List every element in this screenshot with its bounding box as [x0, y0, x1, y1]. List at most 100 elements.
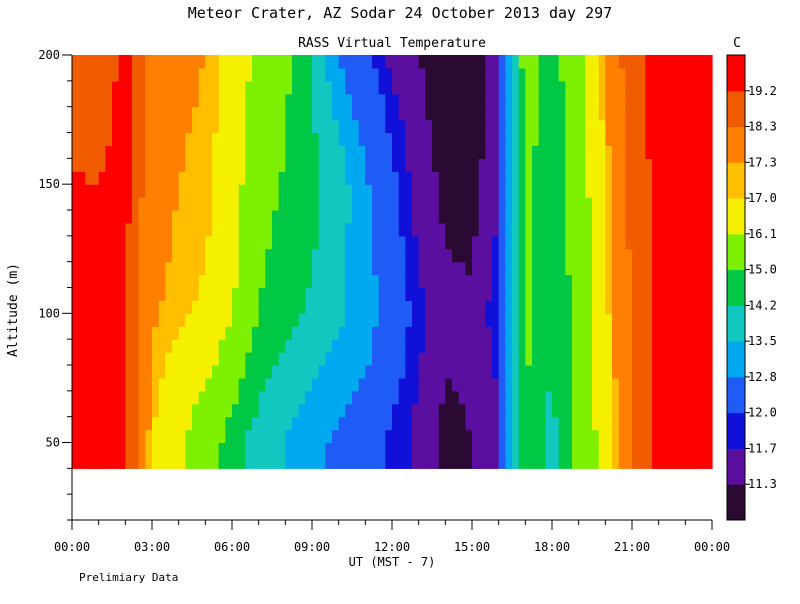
heatmap-cell: [118, 416, 126, 431]
heatmap-cell: [132, 80, 140, 95]
heatmap-cell: [412, 248, 420, 263]
heatmap-cell: [192, 455, 200, 469]
heatmap-cell: [185, 274, 193, 289]
heatmap-cell: [245, 132, 253, 147]
heatmap-cell: [212, 416, 220, 431]
heatmap-cell: [632, 403, 640, 418]
heatmap-cell: [438, 80, 446, 95]
heatmap-cell: [665, 235, 673, 250]
heatmap-cell: [618, 442, 626, 457]
heatmap-cell: [638, 455, 646, 469]
heatmap-cell: [258, 455, 266, 469]
heatmap-cell: [165, 429, 173, 444]
heatmap-cell: [345, 171, 353, 185]
heatmap-cell: [705, 171, 713, 185]
heatmap-cell: [632, 197, 640, 211]
heatmap-cell: [272, 67, 280, 82]
heatmap-cell: [158, 339, 166, 353]
heatmap-cell: [178, 80, 186, 95]
heatmap-cell: [85, 132, 93, 147]
heatmap-cell: [118, 158, 126, 172]
heatmap-cell: [705, 365, 713, 379]
heatmap-cell: [252, 67, 260, 82]
heatmap-cell: [672, 93, 680, 108]
heatmap-cell: [258, 67, 266, 82]
heatmap-cell: [618, 416, 626, 431]
heatmap-cell: [198, 171, 206, 185]
heatmap-cell: [705, 106, 713, 121]
heatmap-cell: [285, 261, 293, 276]
heatmap-cell: [505, 442, 513, 457]
heatmap-cell: [512, 403, 520, 418]
heatmap-cell: [318, 184, 326, 198]
heatmap-cell: [332, 365, 340, 379]
heatmap-cell: [218, 55, 226, 69]
heatmap-cell: [412, 274, 420, 289]
heatmap-cell: [265, 171, 273, 185]
heatmap-cell: [545, 377, 553, 392]
heatmap-cell: [378, 171, 386, 185]
heatmap-cell: [445, 339, 453, 353]
heatmap-cell: [545, 403, 553, 418]
heatmap-cell: [158, 55, 166, 69]
heatmap-cell: [325, 119, 333, 134]
heatmap-cell: [565, 222, 573, 237]
heatmap-cell: [92, 222, 100, 237]
heatmap-cell: [618, 313, 626, 327]
colorbar-swatch: [727, 376, 745, 414]
heatmap-cell: [192, 67, 200, 82]
heatmap-cell: [165, 377, 173, 392]
heatmap-cell: [78, 67, 86, 82]
colorbar-swatch: [727, 233, 745, 271]
heatmap-cell: [218, 67, 226, 82]
heatmap-cell: [485, 184, 493, 198]
heatmap-cell: [478, 274, 486, 289]
heatmap-cell: [165, 67, 173, 82]
heatmap-cell: [418, 287, 426, 302]
heatmap-cell: [638, 145, 646, 159]
heatmap-cell: [438, 442, 446, 457]
heatmap-cell: [685, 222, 693, 237]
heatmap-cell: [272, 287, 280, 302]
heatmap-cell: [345, 377, 353, 392]
heatmap-cell: [152, 313, 160, 327]
heatmap-cell: [698, 93, 706, 108]
heatmap-cell: [518, 287, 526, 302]
heatmap-cell: [485, 365, 493, 379]
heatmap-cell: [585, 248, 593, 263]
heatmap-cell: [632, 390, 640, 405]
heatmap-cell: [438, 197, 446, 211]
heatmap-cell: [238, 145, 246, 159]
heatmap-cell: [332, 274, 340, 289]
heatmap-cell: [572, 274, 580, 289]
heatmap-cell: [672, 274, 680, 289]
heatmap-cell: [585, 235, 593, 250]
heatmap-cell: [238, 171, 246, 185]
heatmap-cell: [185, 365, 193, 379]
heatmap-cell: [592, 210, 600, 224]
heatmap-cell: [312, 390, 320, 405]
heatmap-cell: [698, 171, 706, 185]
heatmap-cell: [578, 55, 586, 69]
heatmap-cell: [632, 80, 640, 95]
heatmap-cell: [472, 377, 480, 392]
heatmap-cell: [272, 55, 280, 69]
heatmap-cell: [332, 403, 340, 418]
heatmap-cell: [298, 300, 306, 314]
heatmap-cell: [492, 132, 500, 147]
heatmap-cell: [332, 287, 340, 302]
heatmap-cell: [372, 197, 380, 211]
heatmap-cell: [298, 106, 306, 121]
heatmap-cell: [138, 235, 146, 250]
heatmap-cell: [638, 184, 646, 198]
heatmap-cell: [478, 339, 486, 353]
heatmap-cell: [545, 248, 553, 263]
heatmap-cell: [105, 339, 113, 353]
heatmap-cell: [392, 403, 400, 418]
heatmap-cell: [92, 403, 100, 418]
heatmap-cell: [592, 132, 600, 147]
heatmap-cell: [325, 67, 333, 82]
heatmap-cell: [412, 352, 420, 366]
heatmap-cell: [565, 313, 573, 327]
heatmap-cell: [552, 365, 560, 379]
